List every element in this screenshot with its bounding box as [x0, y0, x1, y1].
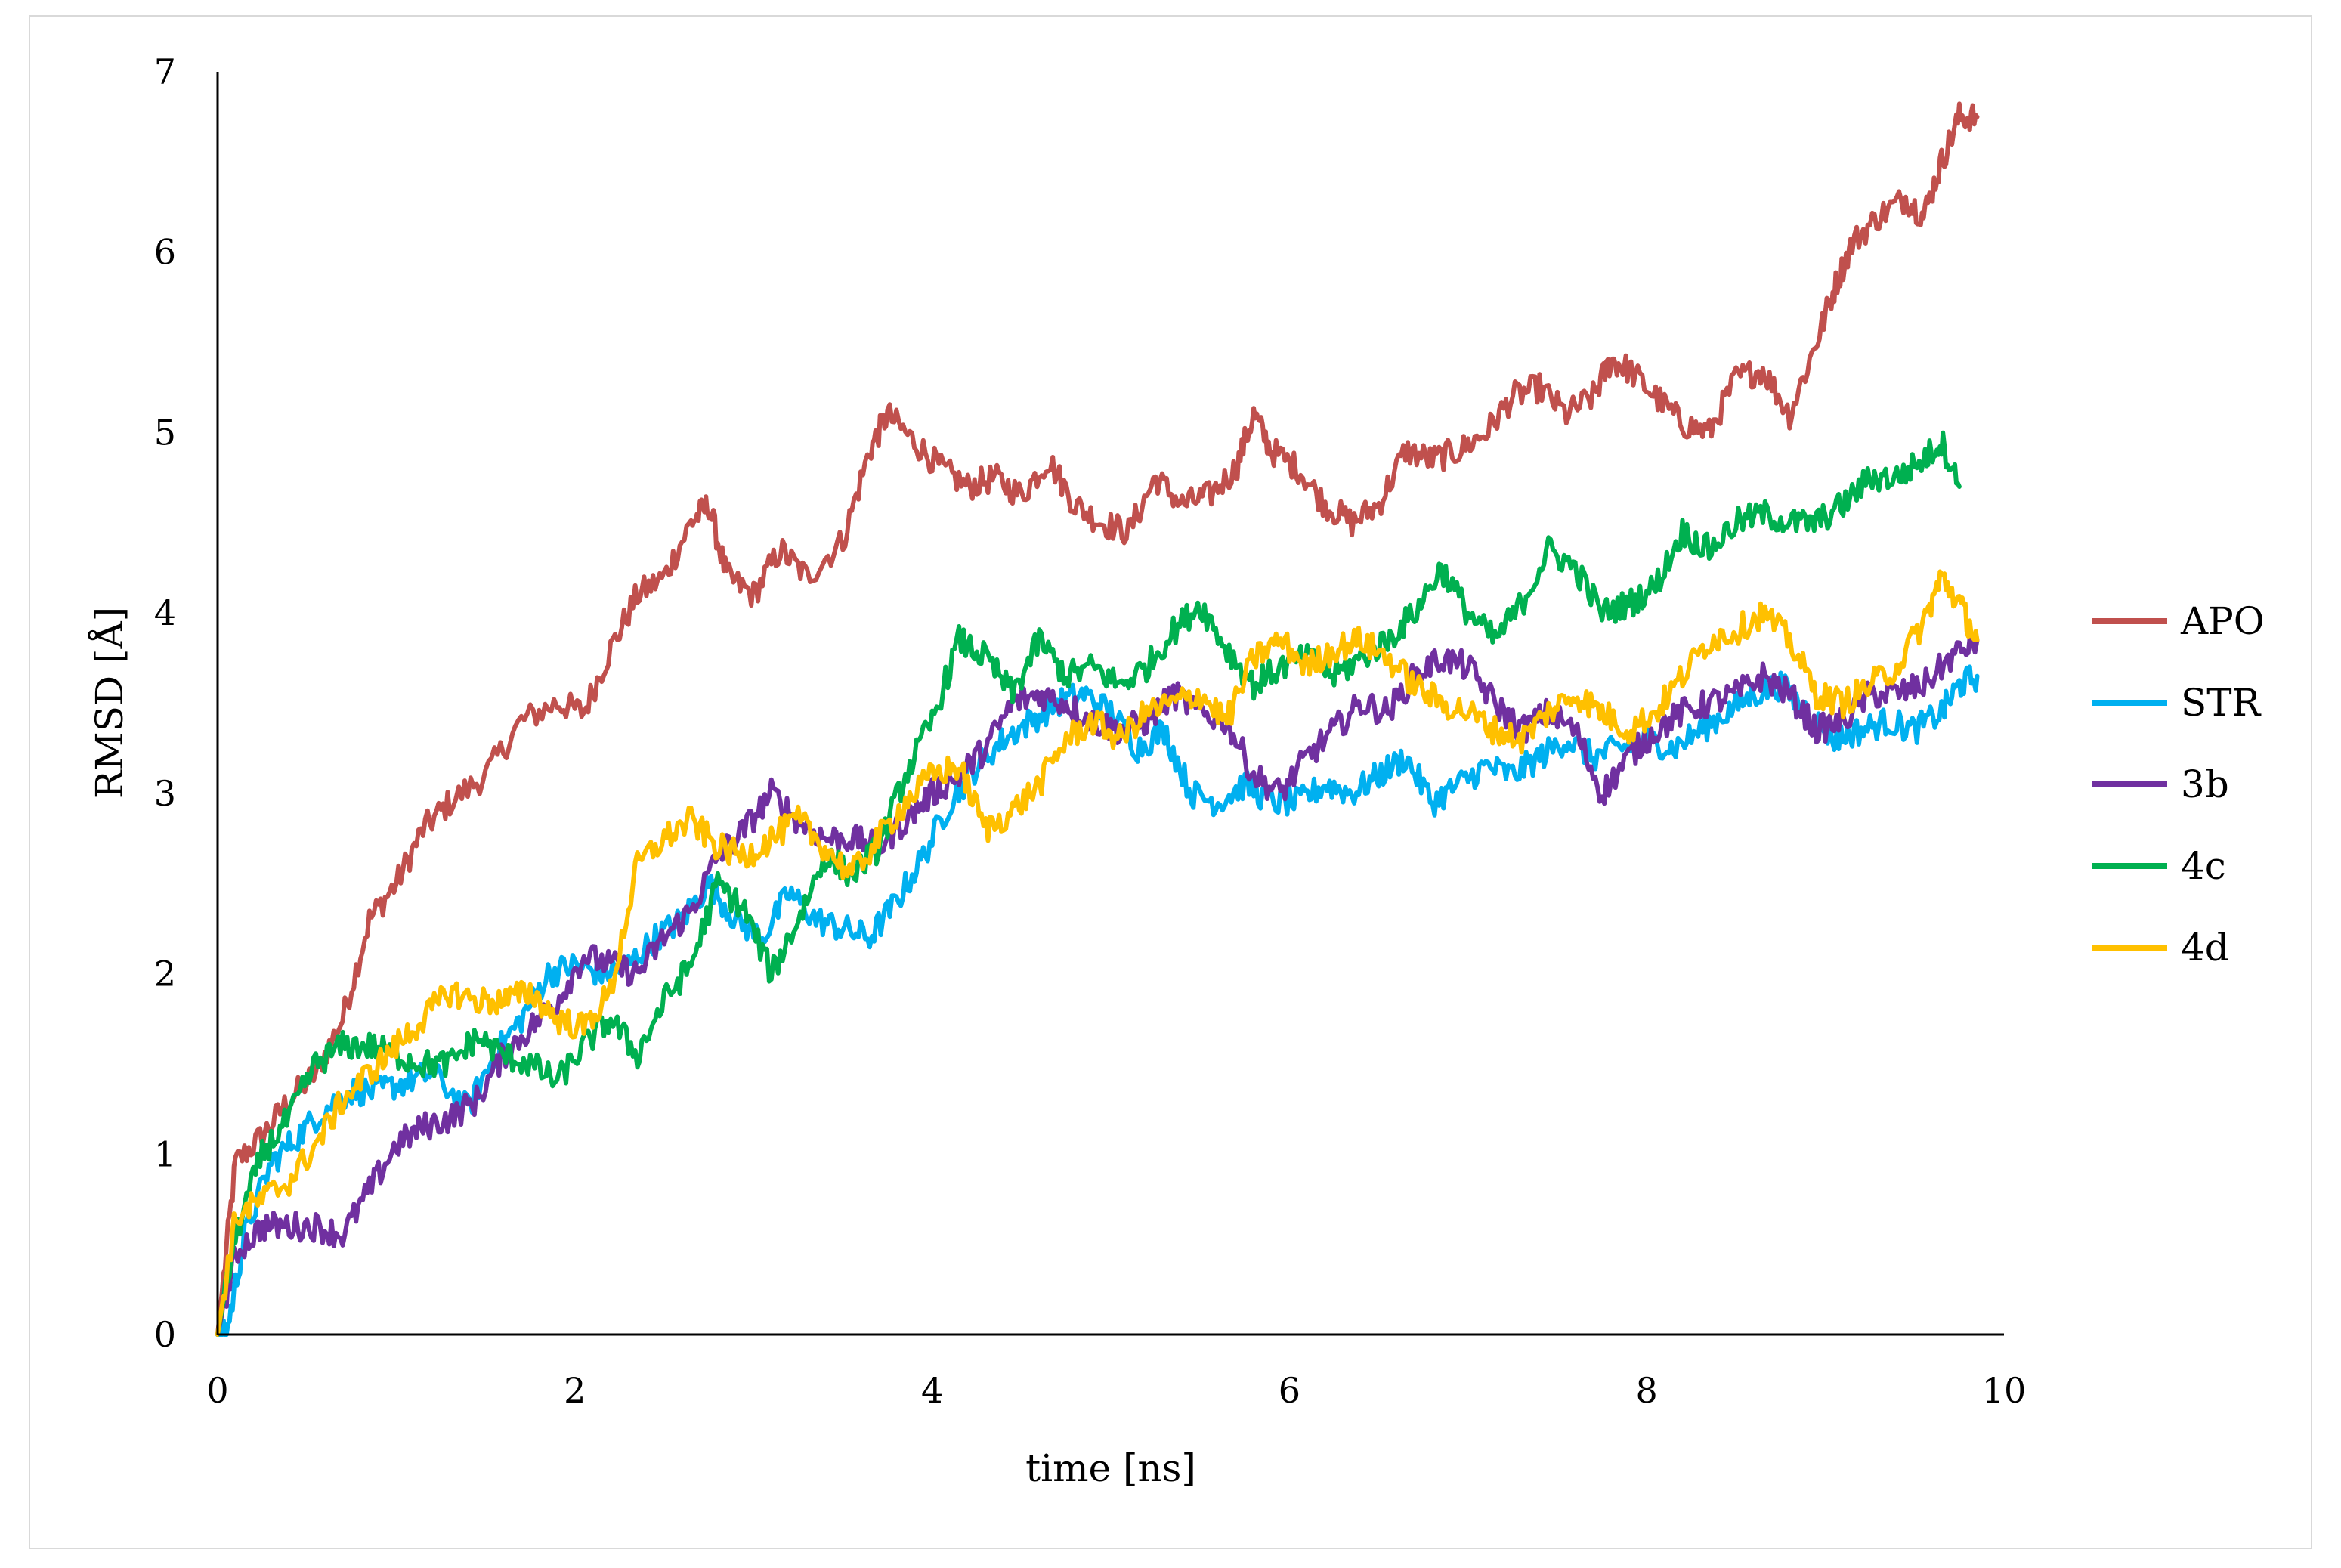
series-line-apo	[215, 101, 1980, 1337]
legend: APO STR 3b 4c 4d	[2092, 599, 2265, 970]
series-line-4c	[215, 430, 1962, 1337]
legend-label-apo: APO	[2180, 599, 2265, 643]
x-tick-label-2: 2	[564, 1370, 586, 1411]
y-tick-label-6: 6	[154, 232, 176, 273]
series-line-3b	[215, 628, 1980, 1337]
y-tick-label-0: 0	[154, 1314, 176, 1355]
x-tick-label-0: 0	[206, 1370, 228, 1411]
legend-label-str: STR	[2181, 681, 2262, 725]
y-tick-label-5: 5	[154, 412, 176, 453]
plot-lines	[215, 101, 1980, 1337]
y-tick-label-2: 2	[154, 954, 176, 994]
y-tick-label-3: 3	[154, 773, 176, 814]
y-tick-label-1: 1	[154, 1133, 176, 1174]
legend-label-3b: 3b	[2181, 762, 2229, 806]
x-tick-label-6: 6	[1279, 1370, 1300, 1411]
x-tick-label-8: 8	[1636, 1370, 1658, 1411]
x-axis-title: time [ns]	[1025, 1446, 1196, 1490]
chart-frame	[29, 15, 2312, 1549]
legend-label-4c: 4c	[2181, 844, 2226, 888]
x-tick-labels: 0 2 4 6 8 10	[206, 1370, 2026, 1411]
series-line-4d	[215, 569, 1980, 1337]
y-axis-title: RMSD [Å]	[87, 607, 131, 799]
y-tick-label-7: 7	[154, 51, 176, 92]
y-tick-label-4: 4	[154, 592, 176, 633]
x-tick-label-10: 10	[1982, 1370, 2027, 1411]
x-tick-label-4: 4	[921, 1370, 943, 1411]
y-tick-labels: 0 1 2 3 4 5 6 7	[154, 51, 176, 1355]
legend-label-4d: 4d	[2181, 926, 2229, 970]
